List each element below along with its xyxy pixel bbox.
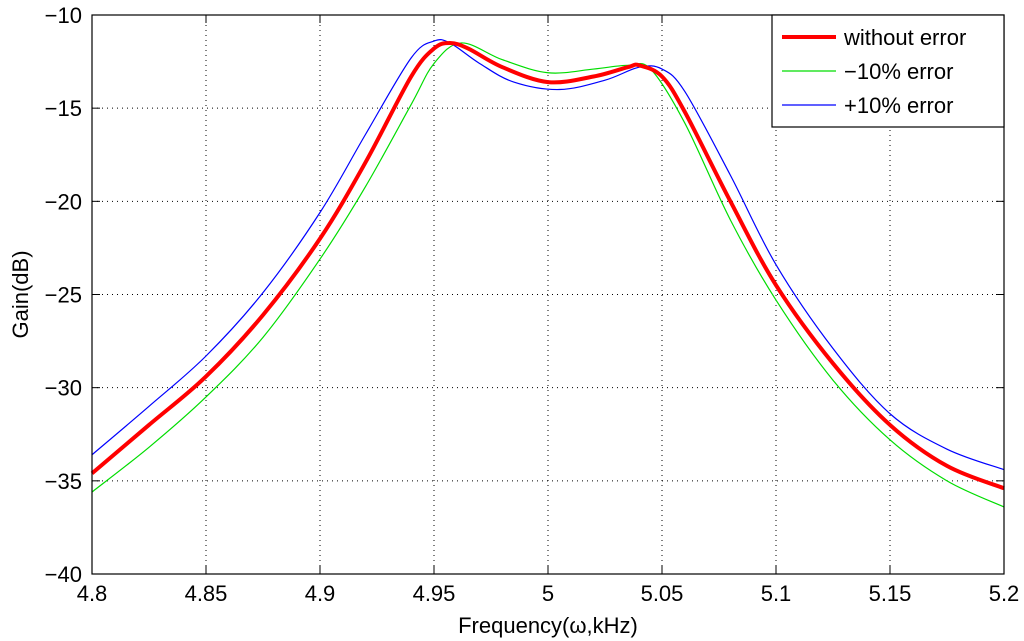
x-tick-label: 4.8 bbox=[77, 581, 108, 606]
x-tick-label: 5.1 bbox=[761, 581, 792, 606]
x-axis-title: Frequency(ω,kHz) bbox=[458, 613, 638, 638]
legend-label-without-error: without error bbox=[843, 25, 966, 50]
legend: without error −10% error +10% error bbox=[771, 14, 1005, 128]
y-tick-label: −15 bbox=[45, 96, 82, 121]
y-tick-label: −25 bbox=[45, 283, 82, 308]
legend-label-minus-10-error: −10% error bbox=[844, 59, 953, 84]
x-tick-label: 4.9 bbox=[305, 581, 336, 606]
y-tick-label: −30 bbox=[45, 376, 82, 401]
x-tick-label: 5 bbox=[542, 581, 554, 606]
series-line-minus-10-error bbox=[91, 42, 1005, 508]
grid bbox=[92, 15, 1004, 574]
series-line-plus-10-error bbox=[91, 39, 1005, 471]
y-tick-label: −10 bbox=[45, 3, 82, 28]
legend-label-plus-10-error: +10% error bbox=[844, 93, 953, 118]
x-tick-label: 4.85 bbox=[185, 581, 228, 606]
x-tick-label: 4.95 bbox=[413, 581, 456, 606]
series-line-without-error bbox=[90, 40, 1005, 491]
x-tick-label: 5.2 bbox=[989, 581, 1020, 606]
y-axis-title: Gain(dB) bbox=[8, 250, 33, 338]
y-tick-label: −20 bbox=[45, 189, 82, 214]
series-lines bbox=[90, 39, 1005, 508]
tick-labels: 4.8 4.85 4.9 4.95 5 5.05 5.1 5.15 5.2 −10 −15 −20 −2… bbox=[45, 3, 1020, 606]
x-tick-label: 5.15 bbox=[869, 581, 912, 606]
y-tick-label: −40 bbox=[45, 562, 82, 587]
y-tick-label: −35 bbox=[45, 469, 82, 494]
ticks bbox=[91, 14, 1005, 575]
x-tick-label: 5.05 bbox=[641, 581, 684, 606]
